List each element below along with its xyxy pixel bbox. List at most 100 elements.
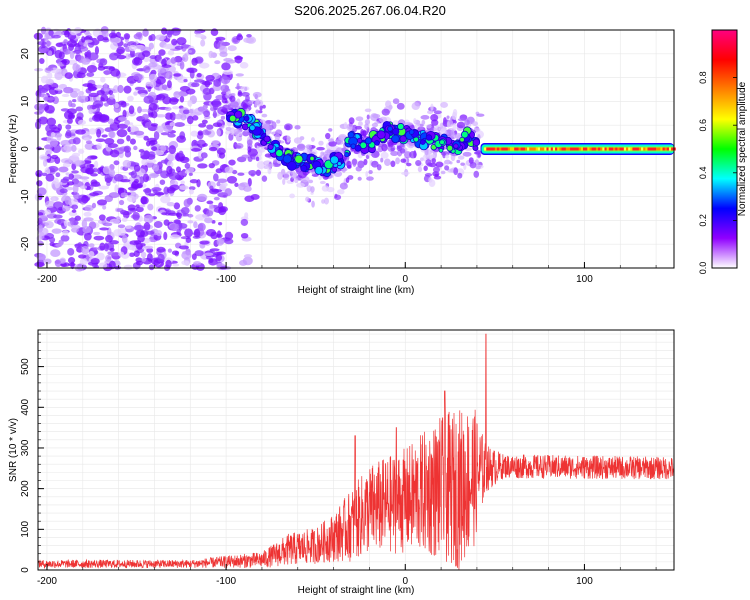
- speckle-blob: [60, 178, 69, 184]
- speckle-blob: [148, 62, 158, 68]
- speckle-blob: [103, 36, 109, 41]
- speckle-blob: [197, 193, 208, 201]
- speckle-blob: [186, 67, 198, 74]
- speckle-blob: [424, 173, 433, 177]
- speckle-blob: [283, 123, 293, 131]
- speckle-blob: [431, 119, 439, 126]
- speckle-blob: [125, 225, 132, 229]
- speckle-blob: [54, 87, 63, 91]
- speckle-blob: [204, 217, 213, 224]
- speckle-blob: [88, 250, 95, 258]
- speckle-blob: [371, 122, 379, 128]
- speckle-blob: [174, 122, 185, 128]
- speckle-blob: [36, 146, 42, 151]
- carrier-core: [615, 147, 618, 151]
- speckle-blob: [127, 126, 132, 133]
- carrier-core: [531, 147, 534, 151]
- speckle-blob: [209, 188, 220, 195]
- speckle-blob: [199, 240, 210, 245]
- speckle-blob: [142, 28, 149, 37]
- speckle-blob: [243, 254, 253, 259]
- carrier-core: [619, 147, 623, 151]
- speckle-blob: [113, 160, 120, 166]
- speckle-blob: [37, 240, 44, 247]
- speckle-blob: [65, 172, 70, 176]
- speckle-blob: [109, 247, 115, 252]
- speckle-blob: [164, 106, 172, 112]
- speckle-blob: [83, 137, 90, 141]
- speckle-blob: [88, 128, 97, 135]
- speckle-blob: [223, 58, 233, 62]
- speckle-blob: [143, 95, 154, 104]
- speckle-blob: [49, 138, 59, 147]
- speckle-blob: [141, 158, 148, 166]
- speckle-blob: [169, 223, 180, 232]
- speckle-blob: [120, 179, 131, 183]
- carrier-core: [527, 147, 530, 151]
- speckle-blob: [46, 117, 57, 127]
- carrier-core: [509, 147, 513, 151]
- speckle-blob: [158, 49, 166, 56]
- speckle-blob: [54, 30, 65, 36]
- speckle-blob: [326, 186, 335, 193]
- speckle-blob: [166, 202, 175, 207]
- speckle-blob: [59, 258, 66, 264]
- speckle-blob: [99, 58, 108, 66]
- ridge-blob: [300, 164, 308, 172]
- speckle-blob: [117, 123, 128, 129]
- ridge-blob: [314, 166, 324, 175]
- speckle-blob: [89, 163, 94, 169]
- speckle-blob: [148, 73, 158, 83]
- speckle-blob: [73, 192, 80, 200]
- carrier-core: [658, 147, 661, 151]
- speckle-blob: [39, 48, 50, 53]
- snr-plot: -200 -100 0 100 0 100 200 300 400 500 Height of …: [8, 329, 675, 596]
- speckle-blob: [126, 195, 137, 203]
- speckle-blob: [168, 172, 180, 181]
- carrier-core: [496, 147, 500, 151]
- speckle-blob: [365, 171, 369, 178]
- carrier-core: [636, 147, 640, 151]
- speckle-blob: [140, 150, 151, 159]
- speckle-blob: [63, 219, 69, 227]
- speckle-blob: [205, 228, 217, 237]
- colorbar-tick-label: 0.8: [698, 71, 708, 84]
- speckle-blob: [37, 212, 44, 216]
- speckle-blob: [148, 140, 156, 146]
- carrier-core: [671, 147, 674, 151]
- speckle-blob: [193, 79, 205, 83]
- speckle-blob: [427, 110, 434, 115]
- carrier-core: [647, 147, 650, 151]
- speckle-blob: [339, 182, 348, 190]
- speckle-blob: [185, 237, 192, 243]
- speckle-blob: [328, 141, 337, 147]
- speckle-blob: [101, 134, 108, 138]
- speckle-blob: [36, 173, 42, 177]
- speckle-blob: [135, 206, 144, 213]
- speckle-blob: [218, 206, 227, 216]
- speckle-blob: [156, 125, 164, 133]
- speckle-blob: [61, 58, 70, 66]
- speckle-blob: [180, 206, 190, 215]
- speckle-blob: [264, 153, 272, 158]
- speckle-blob: [139, 204, 146, 208]
- speckle-blob: [166, 165, 173, 175]
- speckle-blob: [81, 195, 89, 204]
- speckle-blob: [432, 166, 440, 173]
- speckle-blob: [241, 92, 250, 97]
- carrier-core: [589, 147, 592, 151]
- speckle-blob: [212, 110, 217, 119]
- speckle-blob: [62, 162, 71, 168]
- speckle-blob: [168, 65, 176, 73]
- speckle-blob: [127, 95, 134, 102]
- ridge-blob: [234, 110, 243, 119]
- speckle-blob: [117, 224, 126, 229]
- speckle-blob: [123, 43, 129, 48]
- speckle-blob: [148, 264, 155, 271]
- speckle-blob: [263, 165, 269, 169]
- speckle-blob: [105, 88, 116, 92]
- carrier-core: [617, 147, 620, 151]
- carrier-core: [673, 147, 676, 151]
- speckle-blob: [176, 37, 187, 46]
- speckle-blob: [132, 211, 140, 221]
